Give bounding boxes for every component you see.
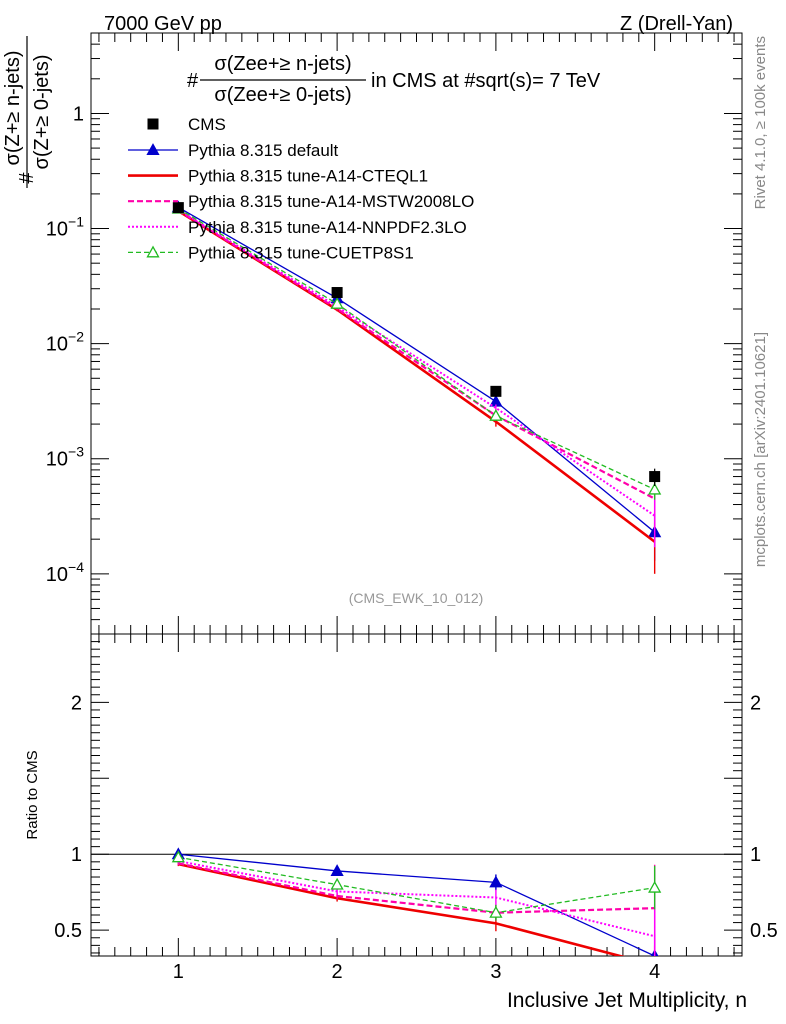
ratio-tick-label-right: 0.5 (750, 920, 778, 942)
ratio-marker-pythia-8-315-default (489, 875, 503, 888)
ratio-line-pythia-8-315-tune-a14-nnpdf2-3lo (178, 860, 655, 938)
x-tick-label: 4 (649, 961, 660, 983)
series-line-pythia-8-315-default (178, 206, 656, 533)
ratio-line-pythia-8-315-tune-a14-cteql1 (178, 862, 626, 956)
legend-marker-cms (147, 118, 159, 130)
x-tick-label: 1 (173, 961, 184, 983)
ratio-axis-label: Ratio to CMS (24, 750, 41, 839)
x-axis-label: Inclusive Jet Multiplicity, n (507, 989, 747, 1012)
title-suffix: in CMS at #sqrt(s)= 7 TeV (371, 70, 601, 92)
y-tick-label: 10−3 (46, 444, 84, 471)
title-numerator: σ(Zee+≥ n-jets) (214, 53, 351, 75)
x-tick-label: 3 (490, 961, 501, 983)
ratio-marker-pythia-8-315-tune-cuetp8s1 (489, 905, 503, 918)
legend-marker-pythia-8-315-default (146, 143, 160, 156)
ratio-line-pythia-8-315-tune-a14-mstw2008lo (178, 862, 655, 914)
ratio-marker-pythia-8-315-default (330, 864, 344, 876)
ratio-tick-label-left: 0.5 (54, 920, 82, 942)
data-point-cms (490, 385, 502, 397)
title-denominator: σ(Zee+≥ 0-jets) (214, 84, 351, 106)
ratio-tick-labels: 2 2 1 1 0.5 0.5 (54, 692, 778, 942)
series-line-pythia-8-315-tune-a14-mstw2008lo (177, 209, 656, 500)
x-tick-labels: 1 2 3 4 (173, 961, 660, 983)
header-right-label: Z (Drell-Yan) (620, 13, 733, 35)
y-tick-label: 10−2 (46, 329, 84, 356)
legend-label-pythia-8-315-tune-a14-nnpdf2-3lo: Pythia 8.315 tune-A14-NNPDF2.3LO (188, 218, 467, 237)
ratio-tick-label-right: 1 (750, 844, 761, 866)
marker-pythia-8-315-tune-cuetp8s1 (330, 296, 344, 309)
ratio-marker-pythia-8-315-tune-cuetp8s1 (648, 880, 662, 893)
ylabel-denominator: σ(Z+≥ 0-jets) (31, 55, 53, 170)
legend: CMS Pythia 8.315 default Pythia 8.315 tune… (128, 115, 474, 262)
data-point-cms (649, 471, 661, 483)
ratio-tick-label-left: 1 (71, 844, 82, 866)
ratio-line-pythia-8-315-default (178, 853, 655, 956)
ratio-line-pythia-8-315-tune-cuetp8s1 (178, 856, 655, 914)
y-tick-label: 1 (73, 103, 84, 125)
legend-label-pythia-8-315-default: Pythia 8.315 default (188, 141, 339, 160)
axis-ticks (91, 32, 742, 956)
ratio-tick-label-right: 2 (750, 692, 761, 714)
legend-marker-pythia-8-315-tune-cuetp8s1 (146, 245, 160, 258)
marker-pythia-8-315-tune-cuetp8s1 (489, 408, 503, 421)
legend-label-cms: CMS (188, 115, 226, 134)
ylabel-prefix: # (16, 172, 38, 184)
y-tick-label: 10−4 (46, 559, 84, 586)
series-line-pythia-8-315-tune-a14-nnpdf2-3lo (177, 209, 656, 517)
y-axis-label: σ(Z+≥ n-jets) σ(Z+≥ 0-jets) # (2, 36, 53, 188)
legend-label-pythia-8-315-tune-a14-cteql1: Pythia 8.315 tune-A14-CTEQL1 (188, 167, 428, 186)
marker-pythia-8-315-tune-cuetp8s1 (648, 482, 662, 495)
data-point-cms (172, 202, 184, 214)
series-line-pythia-8-315-tune-cuetp8s1 (177, 208, 655, 491)
ratio-series-layer (171, 847, 662, 956)
main-series-layer (171, 200, 662, 574)
legend-label-pythia-8-315-tune-a14-mstw2008lo: Pythia 8.315 tune-A14-MSTW2008LO (188, 192, 474, 211)
y-tick-label: 10−1 (46, 214, 84, 241)
x-tick-label: 2 (332, 961, 343, 983)
y-tick-labels: 1 10−1 10−2 10−3 10−4 (46, 103, 84, 585)
ratio-marker-pythia-8-315-tune-cuetp8s1 (330, 877, 344, 890)
ratio-tick-label-left: 2 (71, 692, 82, 714)
ylabel-numerator: σ(Z+≥ n-jets) (2, 51, 24, 166)
rivet-label: Rivet 4.1.0, ≥ 100k events (752, 36, 769, 209)
ratio-marker-pythia-8-315-tune-cuetp8s1 (171, 850, 185, 863)
data-point-cms (331, 287, 343, 299)
analysis-watermark: (CMS_EWK_10_012) (349, 590, 484, 606)
header-left-label: 7000 GeV pp (104, 13, 222, 35)
title-prefix: # (187, 70, 199, 92)
legend-label-pythia-8-315-tune-cuetp8s1: Pythia 8.315 tune-CUETP8S1 (188, 243, 414, 262)
mcplots-label: mcplots.cern.ch [arXiv:2401.10621] (752, 332, 769, 567)
